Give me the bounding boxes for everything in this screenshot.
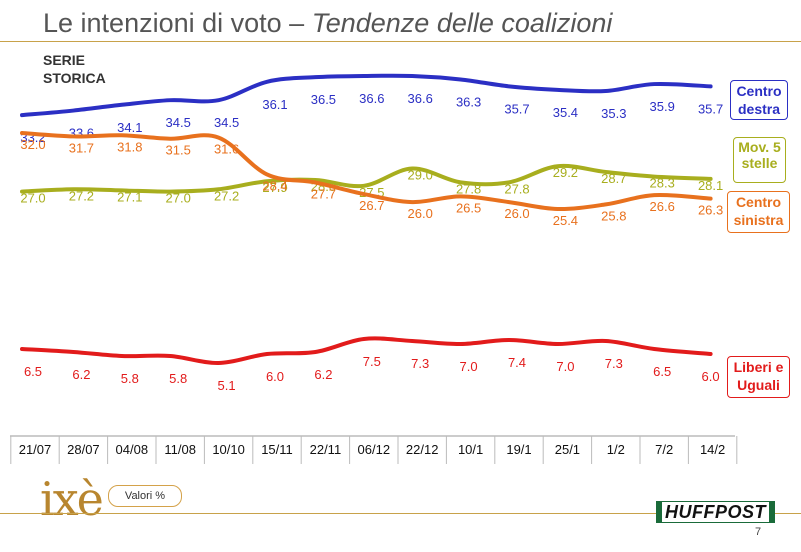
data-label: 35.7 [698, 101, 723, 116]
data-label: 5.1 [218, 378, 236, 393]
title-divider [0, 41, 801, 42]
data-label: 26.6 [650, 199, 675, 214]
data-label: 28.7 [601, 171, 626, 186]
x-tick-label: 04/08 [116, 442, 149, 457]
legend-item-centro-destra: Centro destra [730, 80, 788, 120]
ixe-logo: ixè [40, 472, 104, 526]
data-label: 6.2 [72, 367, 90, 382]
data-label: 31.7 [69, 140, 94, 155]
legend-item-liberi-e-uguali: Liberi e Uguali [727, 356, 790, 398]
data-label: 7.3 [411, 356, 429, 371]
data-label: 6.5 [653, 364, 671, 379]
data-label: 36.6 [359, 91, 384, 106]
data-label: 27.9 [262, 180, 287, 195]
data-label: 27.2 [214, 188, 239, 203]
data-label: 7.0 [556, 359, 574, 374]
series-line-centro-sinistra [20, 130, 713, 212]
chart-title: Le intenzioni di voto – Tendenze delle c… [43, 8, 612, 39]
x-tick-label: 22/12 [406, 442, 439, 457]
x-tick-label: 14/2 [700, 442, 725, 457]
data-label: 27.8 [456, 181, 481, 196]
huffpost-text: HUFFPOST [662, 502, 769, 522]
data-label: 27.0 [166, 191, 191, 206]
unit-label: Valori % [108, 485, 182, 507]
data-label: 7.5 [363, 354, 381, 369]
data-label: 29.0 [408, 168, 433, 183]
x-tick-label: 25/1 [555, 442, 580, 457]
x-tick-label: 1/2 [607, 442, 625, 457]
data-label: 28.1 [698, 178, 723, 193]
data-label: 6.5 [24, 364, 42, 379]
data-label: 34.5 [214, 115, 239, 130]
data-label: 32.0 [20, 137, 45, 152]
data-label: 34.1 [117, 120, 142, 135]
x-tick-label: 7/2 [655, 442, 673, 457]
series-line-liberi-e-uguali [20, 336, 713, 366]
data-label: 28.4 [262, 178, 287, 193]
data-label: 27.7 [311, 187, 336, 202]
data-label: 27.8 [504, 181, 529, 196]
x-tick-label: 28/07 [67, 442, 100, 457]
x-tick-label: 10/10 [212, 442, 245, 457]
data-label: 35.9 [650, 99, 675, 114]
x-tick-label: 06/12 [358, 442, 391, 457]
data-label: 5.8 [121, 371, 139, 386]
data-label: 36.1 [262, 97, 287, 112]
data-label: 6.0 [702, 369, 720, 384]
data-label: 26.5 [456, 200, 481, 215]
data-label: 7.4 [508, 355, 526, 370]
data-label: 35.7 [504, 101, 529, 116]
data-label: 7.0 [460, 359, 478, 374]
series-line-mov-5-stelle [20, 163, 713, 194]
title-sub: Tendenze delle coalizioni [311, 8, 613, 38]
x-tick-label: 10/1 [458, 442, 483, 457]
x-tick-label: 21/07 [19, 442, 52, 457]
data-label: 7.3 [605, 356, 623, 371]
data-label: 31.6 [214, 142, 239, 157]
page-number: 7 [755, 526, 762, 538]
data-label: 5.8 [169, 371, 187, 386]
data-label: 36.6 [408, 91, 433, 106]
x-tick-label: 11/08 [164, 442, 196, 457]
data-label: 35.4 [553, 105, 578, 120]
data-label: 34.5 [166, 115, 191, 130]
data-label: 35.3 [601, 106, 626, 121]
data-label: 26.7 [359, 198, 384, 213]
title-main: Le intenzioni di voto – [43, 8, 305, 38]
huffpost-logo: HUFFPOST [656, 501, 775, 523]
data-label: 27.1 [117, 189, 142, 204]
data-label: 26.3 [698, 203, 723, 218]
data-label: 6.2 [314, 367, 332, 382]
series-line-centro-destra [20, 73, 713, 118]
data-label: 36.3 [456, 94, 481, 109]
data-label: 31.5 [166, 143, 191, 158]
data-label: 36.5 [311, 92, 336, 107]
data-label: 26.0 [408, 206, 433, 221]
data-label: 31.8 [117, 139, 142, 154]
data-label: 27.0 [20, 191, 45, 206]
data-label: 29.2 [553, 165, 578, 180]
legend-item-centro-sinistra: Centro sinistra [727, 191, 790, 233]
legend-item-mov-5-stelle: Mov. 5 stelle [733, 137, 786, 183]
x-tick-label: 15/11 [261, 442, 293, 457]
data-label: 26.0 [504, 206, 529, 221]
data-label: 6.0 [266, 369, 284, 384]
serie-storica-label: SERIE STORICA [43, 52, 106, 86]
data-label: 25.8 [601, 208, 626, 223]
data-label: 25.4 [553, 213, 578, 228]
data-label: 28.3 [650, 176, 675, 191]
data-label: 27.2 [69, 188, 94, 203]
x-tick-label: 19/1 [506, 442, 531, 457]
x-tick-label: 22/11 [310, 442, 342, 457]
footer-divider [0, 513, 801, 514]
